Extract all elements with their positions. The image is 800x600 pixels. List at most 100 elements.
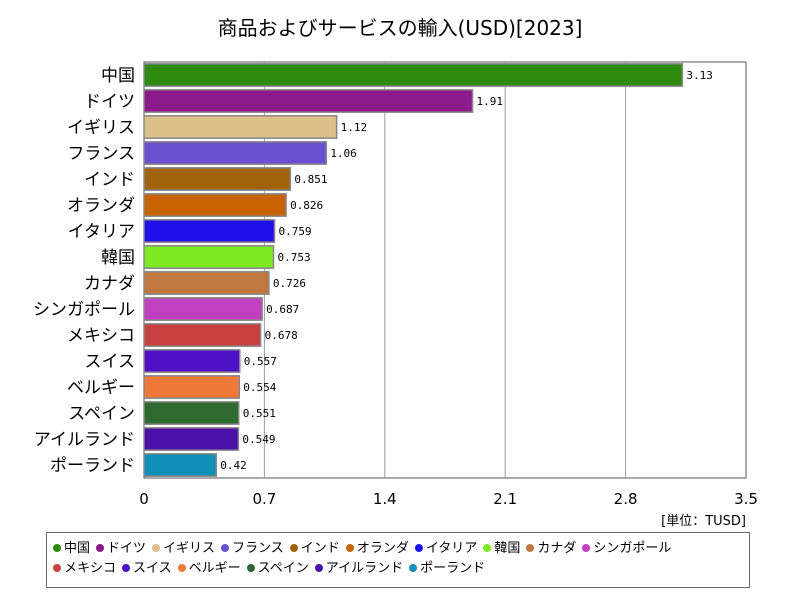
legend-dot-icon [414, 544, 423, 552]
legend-label: オランダ [356, 541, 409, 556]
legend-label: ポーランド [420, 561, 486, 576]
category-label: ポーランド [50, 456, 135, 476]
data-label: 0.687 [266, 303, 299, 316]
x-tick-label: 2.1 [493, 490, 517, 508]
bar [143, 115, 338, 139]
data-label: 1.91 [477, 95, 504, 108]
legend-label: イギリス [163, 541, 216, 556]
data-label: 0.726 [273, 277, 306, 290]
bar [143, 219, 276, 243]
bar [143, 453, 217, 477]
legend-dot-icon [152, 544, 161, 552]
legend-label: イタリア [425, 541, 478, 556]
data-label: 0.551 [243, 407, 276, 420]
chart-title: 商品およびサービスの輸入(USD)[2023] [217, 16, 583, 40]
bar [143, 297, 263, 321]
x-tick-labels: 0 0.7 1.4 2.1 2.8 3.5 [139, 490, 758, 508]
data-label: 1.06 [330, 147, 357, 160]
bars: 3.13 1.91 1.12 1.060.851 0.826 0.759 0.753 0.72… [143, 63, 713, 477]
category-label: フランス [67, 144, 135, 164]
legend-dot-icon [122, 564, 131, 572]
category-label: アイルランド [34, 430, 135, 450]
data-label: 0.826 [290, 199, 323, 212]
category-label: ドイツ [84, 92, 135, 112]
category-label: スイス [85, 352, 136, 372]
legend-dot-icon [314, 564, 323, 572]
category-label: カナダ [84, 274, 135, 294]
legend-item: メキシコ [53, 559, 116, 579]
data-label: 3.13 [686, 69, 713, 82]
legend-item: アイルランド [314, 559, 403, 579]
legend-dot-icon [526, 544, 535, 552]
legend-dot-icon [409, 564, 418, 572]
legend-label: ドイツ [107, 541, 147, 556]
bar [143, 141, 328, 165]
legend-item: 韓国 [483, 539, 520, 559]
data-label: 0.549 [242, 433, 275, 446]
bar [143, 349, 241, 373]
bar [143, 375, 241, 399]
data-label: 0.554 [243, 381, 276, 394]
data-label: 0.42 [220, 459, 247, 472]
data-label: 0.678 [265, 329, 298, 342]
legend-label: ベルギー [188, 561, 241, 576]
legend-item: 中国 [53, 539, 90, 559]
category-label: スペイン [68, 404, 135, 424]
legend-dot-icon [221, 544, 230, 552]
legend-item: イギリス [152, 539, 215, 559]
bar [143, 401, 240, 425]
legend-dot-icon [177, 564, 186, 572]
legend-dot-icon [53, 544, 61, 552]
legend-dot-icon [483, 544, 492, 552]
legend-item: シンガポール [582, 539, 671, 559]
bar [143, 89, 474, 113]
x-tick-label: 3.5 [734, 490, 758, 508]
legend-item: スイス [122, 559, 172, 579]
unit-label: [単位：TUSD] [661, 514, 746, 529]
bar [143, 193, 287, 217]
legend: 中国 ドイツ イギリス フランス インド オランダ イタリア 韓国 カナダ シンガポールメキシコ ス… [46, 532, 750, 588]
legend-item: ドイツ [96, 539, 146, 559]
category-label: 中国 [101, 66, 135, 86]
category-label: シンガポール [33, 300, 135, 320]
legend-label: 韓国 [494, 541, 521, 556]
legend-label: インド [300, 541, 340, 556]
bar [143, 323, 262, 347]
legend-label: シンガポール [593, 541, 672, 556]
x-tick-label: 0.7 [252, 490, 276, 508]
category-label: 韓国 [101, 248, 135, 268]
category-label: ベルギー [67, 378, 135, 398]
x-tick-label: 0 [139, 490, 149, 508]
legend-dot-icon [289, 544, 298, 552]
legend-item: インド [289, 539, 340, 559]
legend-item: ポーランド [409, 559, 485, 579]
data-label: 0.753 [278, 251, 311, 264]
category-labels: 中国ドイツイギリスフランスインドオランダイタリア韓国カナダシンガポールメキシコス… [33, 66, 135, 476]
data-label: 1.12 [341, 121, 368, 134]
data-label: 0.759 [279, 225, 312, 238]
bar [143, 63, 684, 87]
legend-dot-icon [96, 544, 105, 552]
category-label: オランダ [67, 196, 135, 216]
legend-label: メキシコ [64, 561, 117, 576]
bar [143, 427, 240, 451]
legend-item: オランダ [345, 539, 409, 559]
legend-label: スイス [133, 561, 172, 576]
category-label: インド [84, 170, 135, 190]
legend-label: 中国 [64, 541, 91, 556]
category-label: イタリア [68, 222, 135, 242]
category-label: イギリス [67, 118, 135, 138]
category-label: メキシコ [67, 326, 135, 346]
bar [143, 167, 292, 191]
legend-label: カナダ [537, 541, 577, 556]
legend-item: フランス [221, 539, 284, 559]
x-tick-label: 2.8 [614, 490, 638, 508]
legend-dot-icon [345, 544, 354, 552]
bar [143, 245, 275, 269]
grid-lines [263, 62, 627, 478]
x-tick-label: 1.4 [373, 490, 397, 508]
legend-label: フランス [232, 541, 284, 556]
legend-item: ベルギー [177, 559, 241, 579]
legend-dot-icon [582, 544, 591, 552]
